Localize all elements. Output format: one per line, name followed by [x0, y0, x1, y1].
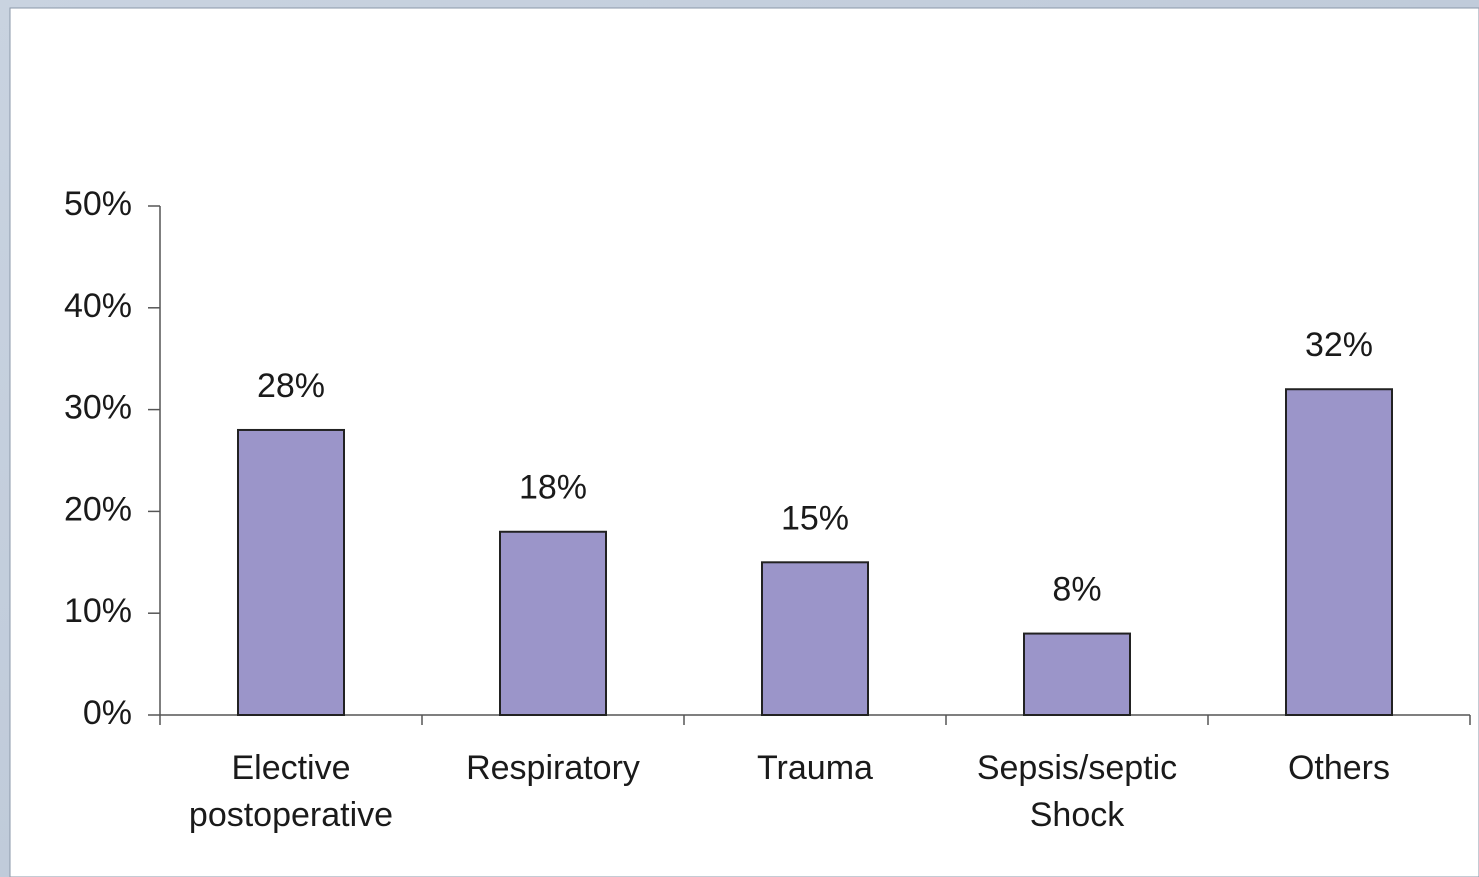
x-tick-label: Trauma — [757, 749, 873, 787]
panel — [9, 7, 1479, 877]
y-tick-label: 20% — [64, 490, 132, 528]
x-tick-label: Others — [1288, 749, 1390, 787]
data-label: 15% — [781, 499, 849, 537]
data-label: 32% — [1305, 326, 1373, 364]
bar — [499, 530, 607, 717]
x-tick-label: Sepsis/septic Shock — [977, 749, 1177, 834]
y-tick-label: 10% — [64, 592, 132, 630]
data-label: 8% — [1052, 571, 1101, 609]
bar — [1285, 388, 1393, 716]
y-tick-label: 0% — [83, 694, 132, 732]
x-tick-label: Respiratory — [466, 749, 640, 787]
bar — [1023, 632, 1131, 716]
y-tick-label: 50% — [64, 185, 132, 223]
x-tick-label: Elective postoperative — [189, 749, 393, 834]
bar — [237, 428, 345, 716]
bar — [761, 561, 869, 716]
y-tick-label: 30% — [64, 389, 132, 427]
y-tick-label: 40% — [64, 287, 132, 325]
data-label: 28% — [257, 367, 325, 405]
data-label: 18% — [519, 469, 587, 507]
